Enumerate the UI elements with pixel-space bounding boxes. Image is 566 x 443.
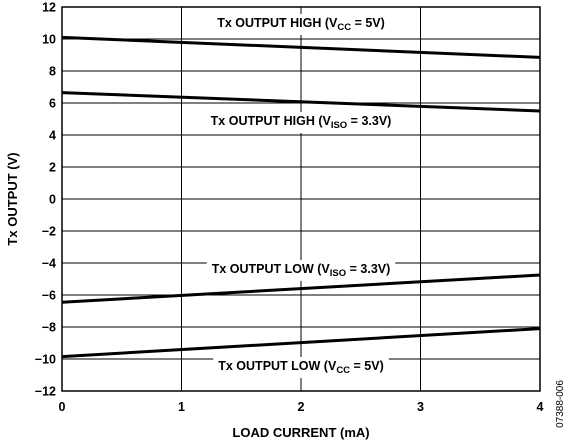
series-label-subscript: CC: [337, 22, 351, 33]
series-label-text: Tx OUTPUT LOW (VISO = 3.3V): [212, 262, 391, 279]
y-tick-label: 12: [42, 1, 56, 15]
series-label-text: Tx OUTPUT LOW (VCC = 5V): [218, 359, 384, 376]
series-line: [61, 273, 541, 304]
series-label-main: Tx OUTPUT LOW (V: [218, 359, 337, 373]
y-tick-label: −10: [35, 353, 56, 367]
series-label-background: [206, 260, 396, 281]
series-label-subscript: ISO: [330, 268, 346, 279]
series-label-tail: = 3.3V): [346, 262, 390, 276]
y-tick-label: 6: [49, 97, 56, 111]
series-line: [61, 91, 541, 113]
series-label: Tx OUTPUT LOW (VCC = 5V): [213, 357, 389, 378]
series-label-tail: = 5V): [351, 16, 385, 30]
x-tick-labels: 0 1 2 3 4: [59, 400, 544, 414]
x-tick-label: 1: [178, 400, 185, 414]
series-label: Tx OUTPUT HIGH (VCC = 5V): [212, 14, 390, 35]
y-tick-label: −4: [42, 257, 56, 271]
figure-id: 07388-006: [555, 380, 566, 428]
series-labels: Tx OUTPUT HIGH (VCC = 5V)Tx OUTPUT HIGH …: [205, 14, 397, 378]
series-label-tail: = 5V): [350, 359, 384, 373]
plot-frame: [61, 6, 541, 392]
x-tick-label: 4: [537, 400, 544, 414]
y-tick-label: −2: [42, 225, 56, 239]
series-line: [61, 35, 541, 59]
series-label-tail: = 3.3V): [347, 114, 391, 128]
y-tick-label: 0: [49, 193, 56, 207]
series-label-background: [212, 14, 390, 35]
x-axis-title: LOAD CURRENT (mA): [232, 425, 369, 440]
series-label-subscript: CC: [336, 365, 350, 376]
x-tick-label: 0: [59, 400, 66, 414]
series-lines: [61, 35, 541, 359]
y-tick-label: 4: [49, 129, 56, 143]
y-tick-label: 10: [42, 33, 56, 47]
series-label: Tx OUTPUT LOW (VISO = 3.3V): [206, 260, 396, 281]
x-tick-label: 3: [417, 400, 424, 414]
series-label-text: Tx OUTPUT HIGH (VISO = 3.3V): [211, 114, 392, 131]
x-tick-label: 2: [298, 400, 305, 414]
y-tick-labels: 12 10 8 6 4 2 0 −2 −4 −6 −8 −10 −12: [35, 1, 56, 399]
series-label-background: [213, 357, 389, 378]
series-label-text: Tx OUTPUT HIGH (VCC = 5V): [217, 16, 385, 33]
y-tick-label: 8: [49, 65, 56, 79]
series-label: Tx OUTPUT HIGH (VISO = 3.3V): [205, 112, 397, 133]
y-tick-label: 2: [49, 161, 56, 175]
y-axis-title: Tx OUTPUT (V): [5, 152, 20, 245]
series-line: [61, 327, 541, 359]
series-label-subscript: ISO: [331, 120, 347, 131]
y-tick-label: −12: [35, 385, 56, 399]
y-tick-label: −6: [42, 289, 56, 303]
y-tick-label: −8: [42, 321, 56, 335]
series-label-background: [205, 112, 397, 133]
series-label-main: Tx OUTPUT LOW (V: [212, 262, 331, 276]
series-label-main: Tx OUTPUT HIGH (V: [217, 16, 338, 30]
series-label-main: Tx OUTPUT HIGH (V: [211, 114, 332, 128]
